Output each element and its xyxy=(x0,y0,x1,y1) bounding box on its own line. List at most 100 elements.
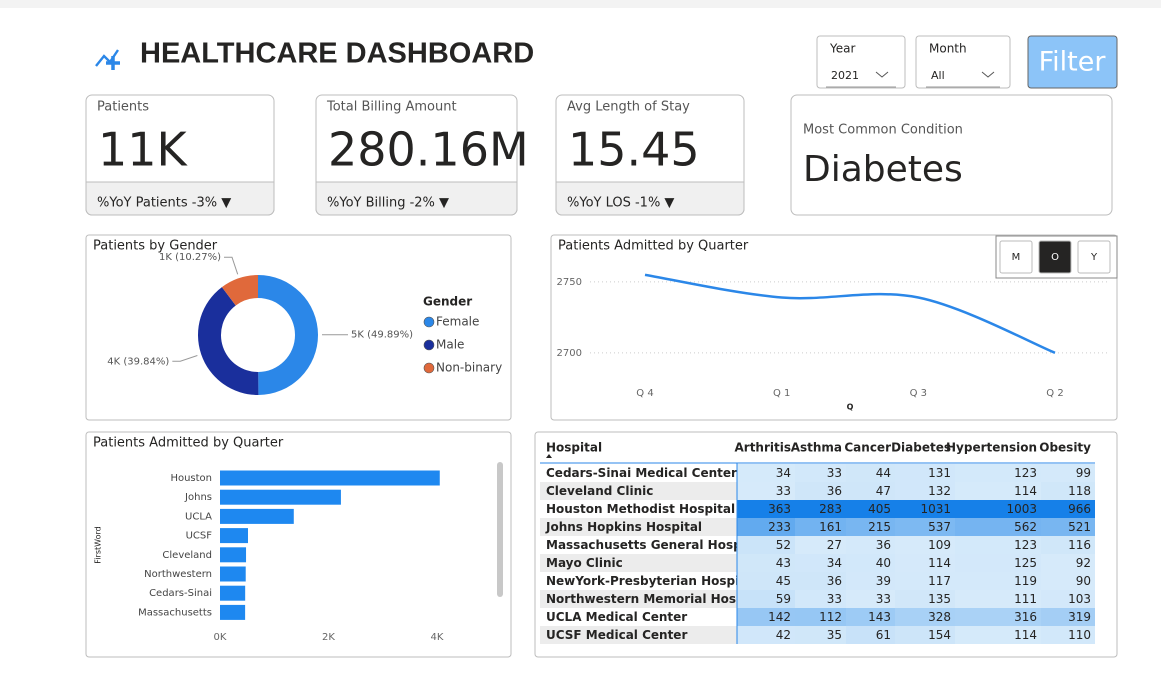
table-text: 111 xyxy=(1014,592,1037,606)
filter-button[interactable] xyxy=(1027,35,1118,89)
y-tick-label: Johns xyxy=(184,492,212,503)
filter-label[interactable]: Filter xyxy=(1039,47,1107,78)
x-tick-label: Q 1 xyxy=(773,388,790,399)
donut-slice xyxy=(258,275,319,395)
table-cell xyxy=(1041,536,1095,554)
x-tick-label: 4K xyxy=(431,632,444,643)
table-text: 36 xyxy=(876,538,891,552)
bar-card xyxy=(85,431,512,658)
kpi-footer-bg xyxy=(85,181,275,216)
scrollbar[interactable] xyxy=(497,462,503,597)
month-slicer[interactable] xyxy=(915,35,1011,89)
table-cell xyxy=(540,572,737,590)
y-tick-label: Cleveland xyxy=(162,550,212,561)
table-text: UCSF Medical Center xyxy=(546,628,687,642)
table-text: 33 xyxy=(827,592,842,606)
chevron xyxy=(981,71,995,78)
table-cell xyxy=(895,500,955,518)
table-text: 40 xyxy=(876,556,891,570)
table-cell xyxy=(540,482,737,500)
table-cell xyxy=(540,518,737,536)
table-cell xyxy=(895,572,955,590)
view-button[interactable] xyxy=(1038,240,1072,274)
y-tick-label: Houston xyxy=(170,473,212,484)
table-text: 35 xyxy=(827,628,842,642)
table-cell xyxy=(895,626,955,644)
table-cell xyxy=(846,464,895,482)
table-text: 47 xyxy=(876,484,891,498)
table-cell xyxy=(895,608,955,626)
table-text: 521 xyxy=(1068,520,1091,534)
table-text: 154 xyxy=(928,628,951,642)
table-cell xyxy=(540,626,737,644)
view-button[interactable] xyxy=(999,240,1033,274)
logo xyxy=(95,49,120,70)
table-cell xyxy=(895,554,955,572)
table-cell xyxy=(895,518,955,536)
table-cell xyxy=(955,554,1041,572)
table-text: Massachusetts General Hospital xyxy=(546,538,764,552)
bar xyxy=(220,604,246,620)
card-value: Diabetes xyxy=(803,149,963,190)
year-slicer[interactable] xyxy=(816,35,906,89)
y-tick-label: UCLA xyxy=(185,511,212,522)
table-text: Mayo Clinic xyxy=(546,556,623,570)
sort-indicator xyxy=(546,454,552,458)
table-text: 36 xyxy=(827,484,842,498)
view-button[interactable] xyxy=(1077,240,1111,274)
table-cell xyxy=(846,608,895,626)
table-text: 116 xyxy=(1068,538,1091,552)
table-text: 142 xyxy=(768,610,791,624)
table-cell xyxy=(1041,626,1095,644)
table-text: 283 xyxy=(819,502,842,516)
table-text: 103 xyxy=(1068,592,1091,606)
leader-line xyxy=(224,256,239,275)
table-text: 233 xyxy=(768,520,791,534)
table-cell xyxy=(846,590,895,608)
button-label[interactable]: Y xyxy=(1090,252,1098,263)
table-text: Northwestern Memorial Hospital xyxy=(546,592,767,606)
table-text: 143 xyxy=(868,610,891,624)
data-label: 1K (10.27%) xyxy=(159,252,221,263)
table-cell xyxy=(1041,572,1095,590)
table-text: 537 xyxy=(928,520,951,534)
table-cell xyxy=(737,500,795,518)
kpi-footer-bg xyxy=(315,181,518,216)
slicer-label: Year xyxy=(829,42,855,56)
line-card xyxy=(550,234,1118,421)
table-cell xyxy=(737,626,795,644)
kpi-footer: %YoY Billing -2% ▼ xyxy=(327,196,449,211)
table-text: 328 xyxy=(928,610,951,624)
column-header: Obesity xyxy=(1039,441,1091,455)
table-cell xyxy=(795,626,846,644)
table-cell xyxy=(955,482,1041,500)
table-text: 123 xyxy=(1014,538,1037,552)
table-cell xyxy=(846,572,895,590)
table-text: 33 xyxy=(876,592,891,606)
table-text: 562 xyxy=(1014,520,1037,534)
legend-label: Female xyxy=(436,315,479,329)
data-label: 5K (49.89%) xyxy=(351,330,413,341)
bar xyxy=(220,547,247,563)
button-label[interactable]: M xyxy=(1012,252,1021,263)
table-text: 1003 xyxy=(1006,502,1037,516)
table-text: Cedars-Sinai Medical Center xyxy=(546,466,737,480)
table-text: 966 xyxy=(1068,502,1091,516)
legend-marker xyxy=(423,339,435,351)
y-tick-label: Cedars-Sinai xyxy=(149,588,212,599)
slicer-label: Month xyxy=(929,42,967,56)
table-cell xyxy=(895,536,955,554)
table-cell xyxy=(795,554,846,572)
table-text: 43 xyxy=(776,556,791,570)
table-text: Houston Methodist Hospital xyxy=(546,502,735,516)
table-text: 33 xyxy=(776,484,791,498)
table-cell xyxy=(846,500,895,518)
table-text: 109 xyxy=(928,538,951,552)
slicer-value: 2021 xyxy=(831,69,859,82)
table-text: 34 xyxy=(776,466,791,480)
y-tick-label: 2750 xyxy=(557,277,582,288)
table-cell xyxy=(795,518,846,536)
table-text: 117 xyxy=(928,574,951,588)
button-label[interactable]: O xyxy=(1051,252,1059,263)
table-cell xyxy=(846,482,895,500)
